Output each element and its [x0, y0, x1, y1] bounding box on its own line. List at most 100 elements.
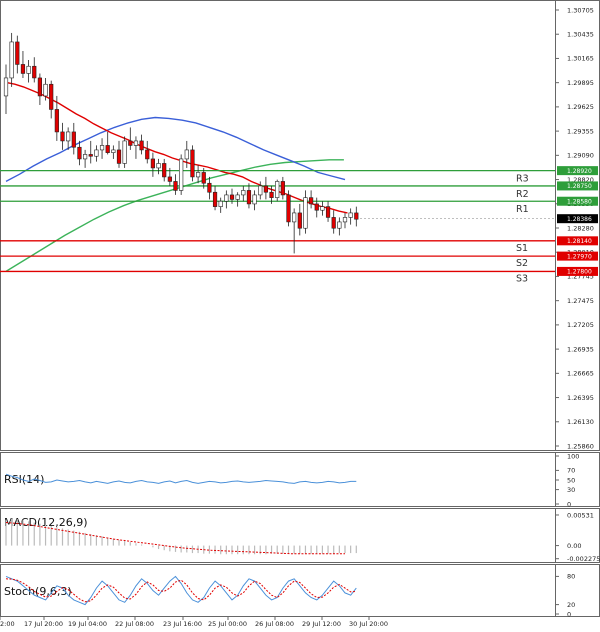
macd-tick-label: -0.002275 — [567, 555, 600, 563]
candle — [325, 201, 331, 222]
candle — [77, 140, 82, 166]
candle — [133, 136, 139, 159]
candle — [212, 185, 218, 211]
candle-body-up — [156, 163, 161, 169]
price-tick-label: 1.25860 — [567, 442, 594, 450]
level-badge-s2 — [557, 251, 598, 261]
candle — [179, 154, 184, 195]
candle-body-down — [314, 203, 319, 211]
candle-body-down — [15, 41, 20, 65]
candle — [99, 138, 105, 159]
candle — [66, 127, 71, 150]
candle-body-down — [37, 77, 42, 97]
candle — [252, 190, 257, 211]
macd-tick-label: 0.00 — [567, 542, 581, 550]
candle — [258, 181, 263, 200]
candle-body-down — [207, 182, 212, 193]
candle — [184, 140, 189, 168]
stoch-k-line — [5, 575, 357, 606]
price-tick-label: 1.28280 — [567, 224, 594, 232]
level-badge-s3 — [557, 266, 598, 276]
candle-body-up — [337, 221, 342, 229]
candle-body-up — [320, 206, 325, 211]
candle-body-up — [235, 194, 240, 200]
candle — [105, 131, 110, 155]
candle-body-down — [263, 185, 269, 193]
macd-signal-line — [5, 522, 345, 555]
candle — [354, 206, 359, 227]
candle-body-down — [54, 109, 59, 133]
time-tick-label: 26 Jul 08:00 — [255, 620, 294, 628]
level-name-s1: S1 — [516, 243, 528, 254]
candle — [49, 80, 54, 119]
candle — [37, 73, 42, 105]
candle-body-up — [184, 149, 189, 160]
candle-body-up — [26, 65, 31, 74]
macd-pane: MACD(12,26,9) 0.00531 0.00 -0.002275 — [4, 511, 600, 563]
candle-body-down — [308, 197, 314, 205]
candle — [167, 167, 172, 186]
price-tick-label: 1.30435 — [567, 31, 594, 39]
price-tick-label: 1.27475 — [567, 297, 594, 305]
stoch-tick-label: 80 — [567, 573, 575, 581]
candle-body-down — [269, 191, 274, 198]
candle-body-down — [354, 212, 359, 220]
candle — [201, 167, 206, 189]
candle — [348, 208, 353, 225]
level-badge-r1 — [557, 196, 598, 206]
candle — [269, 185, 274, 204]
candle — [246, 183, 252, 209]
candle — [275, 179, 280, 202]
price-tick-label: 1.29625 — [567, 103, 594, 111]
candle-body-up — [9, 41, 14, 79]
candlesticks — [3, 32, 359, 254]
candle — [331, 210, 336, 234]
candle-body-up — [342, 217, 348, 223]
time-axis-ticks: 2:00 17 Jul 20:00 19 Jul 04:00 22 Jul 08:00… — [0, 617, 388, 628]
candle-body-up — [252, 194, 257, 205]
price-pane-frame — [0, 0, 556, 451]
price-tick-label: 1.30705 — [567, 6, 594, 14]
rsi-line — [5, 473, 357, 484]
price-tick-label: 1.29355 — [567, 127, 594, 135]
price-tick-label: 1.26935 — [567, 345, 594, 353]
candle — [83, 149, 88, 168]
price-tick-label: 1.29895 — [567, 79, 594, 87]
level-value-r1: 1.28580 — [567, 198, 592, 205]
candle — [111, 145, 116, 159]
candle-body-up — [224, 194, 229, 202]
candle-body-up — [196, 172, 201, 178]
candle-body-down — [128, 140, 133, 146]
candle — [116, 140, 122, 168]
price-axis-frame — [555, 0, 600, 451]
candle — [173, 174, 178, 195]
time-tick-label: 17 Jul 20:00 — [24, 620, 63, 628]
support-resistance-levels: R3 1.28920 R2 1.28750 R1 1.28580 S1 1.28140 S2 1.… — [0, 166, 598, 284]
candle — [229, 188, 235, 204]
rsi-tick-label: 70 — [567, 467, 575, 475]
candle — [139, 134, 144, 155]
candle-body-down — [325, 206, 331, 218]
candle — [337, 217, 342, 236]
candle-body-down — [280, 181, 285, 196]
ma-fast-line — [5, 81, 348, 214]
candle — [71, 122, 76, 155]
candle — [150, 152, 156, 177]
candle-body-up — [258, 185, 263, 196]
candle-body-up — [99, 145, 105, 151]
candle-body-down — [173, 181, 178, 191]
candle-body-up — [3, 77, 9, 97]
candle — [196, 165, 201, 184]
candle — [145, 140, 150, 164]
candle-body-up — [122, 140, 127, 164]
level-name-r3: R3 — [516, 174, 529, 185]
current-price-value: 1.28386 — [567, 216, 592, 223]
candle-body-down — [20, 64, 26, 74]
level-badge-s1 — [557, 236, 598, 246]
level-name-r1: R1 — [516, 204, 529, 215]
candle — [9, 32, 14, 87]
candle — [207, 176, 212, 200]
price-tick-label: 1.26130 — [567, 418, 594, 426]
candle-body-up — [275, 181, 280, 198]
candle — [54, 95, 59, 141]
